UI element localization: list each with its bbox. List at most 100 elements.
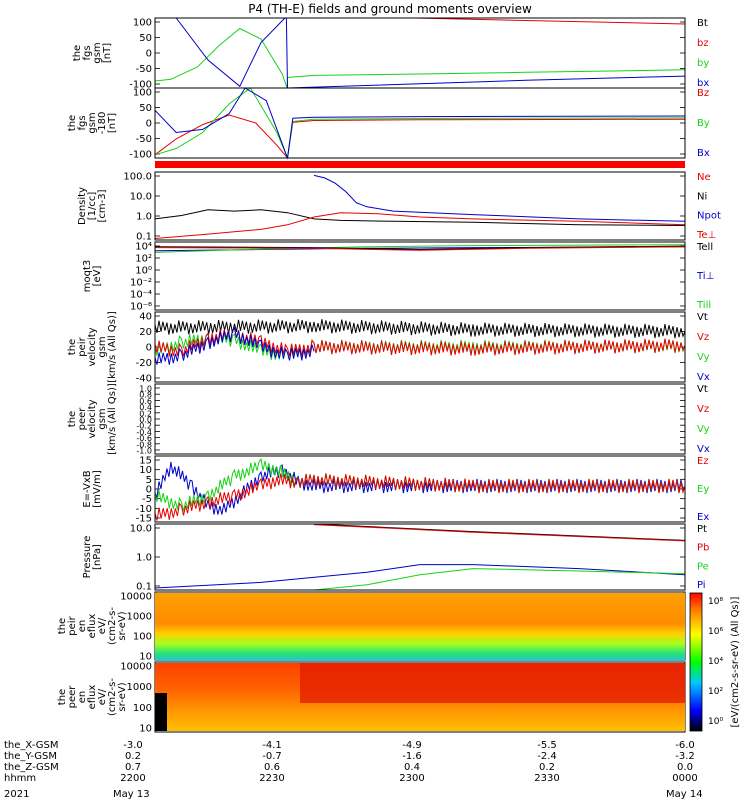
y-tick-label: -50 <box>136 64 152 75</box>
y-axis-label-line: velocity <box>87 327 98 366</box>
legend-Vz: Vz <box>697 332 709 343</box>
colorbar-tick-label: 10⁴ <box>708 657 723 667</box>
y-tick-label: 0.1 <box>136 582 152 593</box>
legend-by: by <box>697 58 709 69</box>
y-axis-label-line: [nT] <box>102 43 113 63</box>
series-line-Bx <box>154 87 686 159</box>
legend-Vy: Vy <box>697 352 710 363</box>
y-axis-label-line: [eV] <box>92 266 103 287</box>
panel-4: 40 20 0 -20 -40 the peir velocity gsm [km/s (All … <box>67 311 710 384</box>
y-tick-label: 10² <box>135 254 152 265</box>
y-tick-label: 10⁻⁶ <box>130 302 152 313</box>
y-tick-label: 100 <box>133 703 152 714</box>
end-date-label: May 14 <box>666 789 703 800</box>
legend-Ey: Ey <box>697 484 709 495</box>
y-tick-label: 0 <box>146 119 152 130</box>
panel-frame <box>154 383 686 455</box>
legend-By: By <box>697 118 710 129</box>
y-axis-label-line: velocity <box>87 399 98 438</box>
y-tick-label: 0.0 <box>139 416 152 425</box>
y-axis-label-line: E=-VxB <box>82 470 93 507</box>
y-tick-label: 15 <box>139 456 152 467</box>
y-tick-label: -5 <box>142 494 152 505</box>
y-tick-label: 10.0 <box>130 192 152 203</box>
x-axis-row-label: the_X-GSM <box>4 740 58 751</box>
y-axis-label-line: [km/s (All Qs)] <box>107 383 118 455</box>
y-tick-label: 1000 <box>127 612 152 623</box>
y-tick-label: 0 <box>146 485 152 496</box>
y-axis-label-line: -180 <box>97 112 108 135</box>
y-tick-label: 1.0 <box>136 553 152 564</box>
y-tick-label: 50 <box>139 103 152 114</box>
y-tick-label: 10 <box>139 465 152 476</box>
y-axis-label-line: gsm <box>97 336 108 357</box>
panel-frame <box>154 311 686 383</box>
y-axis-label-line: peer <box>77 407 88 431</box>
y-axis-label-line: Density <box>77 187 88 225</box>
legend-Npot: Npot <box>697 211 721 222</box>
colorbar-ticks: 10⁸ 10⁶ 10⁴ 10² 10⁰ <box>708 597 723 727</box>
y-tick-label: 100.0 <box>123 172 152 183</box>
y-tick-label: 0 <box>146 343 152 354</box>
legend-Pb: Pb <box>697 543 709 554</box>
y-axis-label-line: peer <box>67 685 78 709</box>
legend-Ni: Ni <box>697 191 707 202</box>
legend-Pi: Pi <box>697 580 706 591</box>
x-axis-row-value: -4.9 <box>402 740 422 751</box>
x-axis-row-value: 2300 <box>399 773 424 784</box>
y-axis-label-line: the <box>67 115 78 131</box>
y-axis-label-line: fgs <box>77 115 88 130</box>
series-line-Pi <box>154 564 686 589</box>
colorbar-tick-label: 10⁰ <box>708 717 723 727</box>
y-axis-label-line: en <box>77 691 88 704</box>
y-axis-label-line: the <box>57 689 68 705</box>
series-line-Tel <box>154 245 686 251</box>
y-tick-label: 0.1 <box>136 232 152 243</box>
y-axis-label-line: fgs <box>82 45 93 60</box>
y-axis-label-line: [mV/m] <box>92 470 103 508</box>
x-axis-annotation: the_X-GSM -3.0 -4.1 -4.9 -5.5 -6.0 the_Y-GSM 0.… <box>4 740 698 784</box>
colorbar-tick-label: 10⁶ <box>708 627 723 637</box>
x-axis-row-value: -3.2 <box>675 751 695 762</box>
legend-Tell: Tell <box>696 242 713 253</box>
legend-Bz: Bz <box>697 88 709 99</box>
y-axis-label-line: the <box>72 45 83 61</box>
y-tick-label: 0.6 <box>139 397 152 406</box>
x-axis-row-value: 0.4 <box>404 762 420 773</box>
x-axis-row-value: 2330 <box>534 773 559 784</box>
series-line-Ne <box>154 212 686 239</box>
y-axis-label-line: moqt3 <box>82 260 93 293</box>
y-axis-label-line: gsm <box>87 112 98 133</box>
y-axis-label-line: sr-eV) <box>117 682 128 711</box>
series-line-Vy <box>154 332 686 361</box>
panel-7: 10.0 1.0 0.1 Pressure [nPa] Pt Pb Pe Pi <box>82 523 709 593</box>
panel-2: 100.0 10.0 1.0 0.1 Density [1/cc] [cm-3] Ne Ni Np… <box>77 171 721 243</box>
panel-1: 100 50 0 -50 -100 the fgs gsm -180 [nT] Bz By Bx <box>67 87 710 161</box>
y-axis-label-line: eV/ <box>97 688 108 705</box>
panel-frame <box>154 17 686 89</box>
x-axis-row-value: -2.4 <box>537 751 557 762</box>
y-tick-label: 100 <box>133 18 152 29</box>
y-tick-label: 10⁻² <box>130 278 152 289</box>
panel-frame <box>154 87 686 159</box>
peir-spectrogram-fill <box>155 593 685 661</box>
y-tick-label: 0 <box>146 49 152 60</box>
y-tick-label: 10 <box>139 652 152 663</box>
series-line-Bz <box>154 114 686 160</box>
y-axis-label-line: [cm-3] <box>97 189 108 222</box>
separator-bar <box>155 161 685 168</box>
x-axis-row-label: hhmm <box>4 773 36 784</box>
legend-Vx: Vx <box>697 372 710 383</box>
y-tick-label: 20 <box>139 327 152 338</box>
y-axis-label-line: the <box>67 339 78 355</box>
legend-bz: bz <box>697 38 709 49</box>
panel-frame <box>154 241 686 311</box>
y-tick-label: 40 <box>139 312 152 323</box>
chart-title: P4 (TH-E) fields and ground moments over… <box>248 2 532 16</box>
panel-frame <box>154 523 686 591</box>
y-tick-label: 10⁻⁴ <box>130 290 152 301</box>
